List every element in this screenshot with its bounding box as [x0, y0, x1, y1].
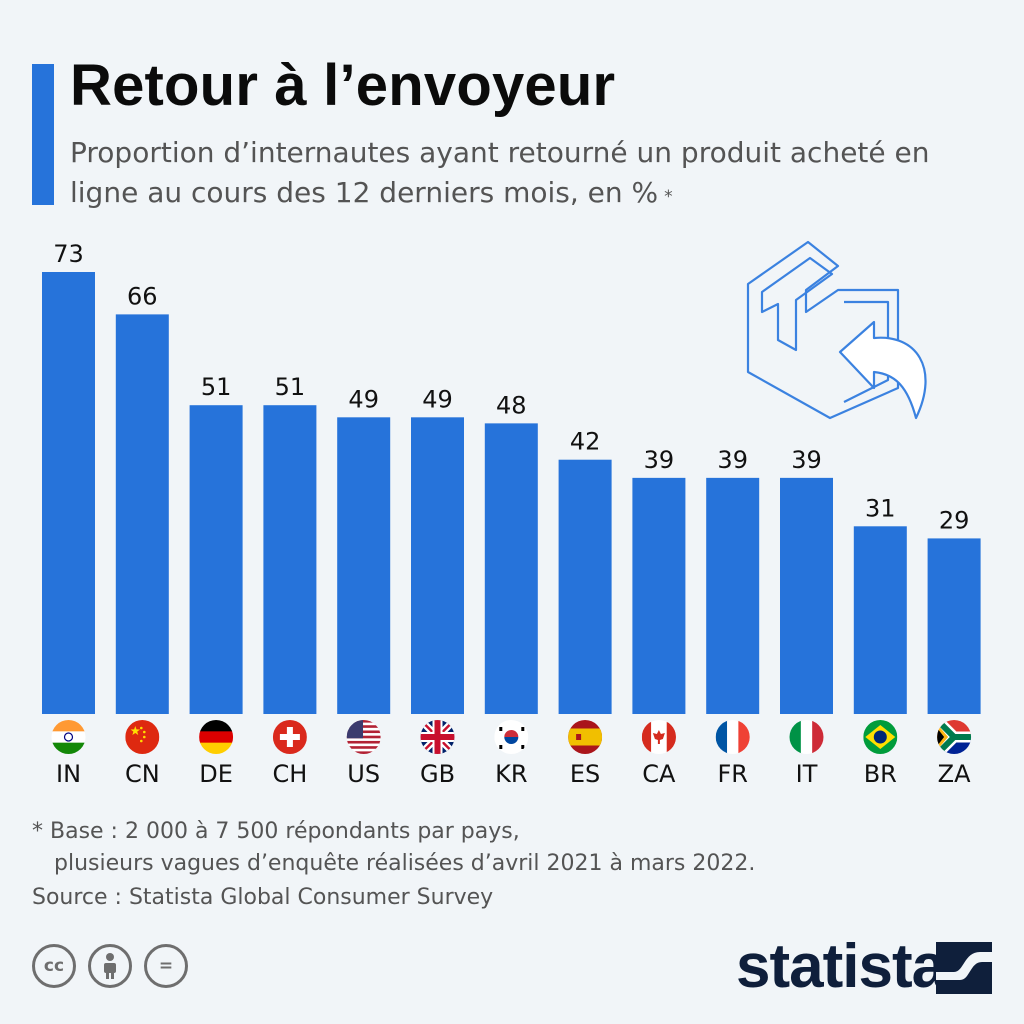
value-label-za: 29 [939, 506, 970, 534]
value-label-in: 73 [53, 240, 84, 268]
value-label-ch: 51 [275, 373, 306, 401]
category-label-cn: CN [125, 760, 160, 788]
bar-kr [484, 423, 538, 714]
category-label-it: IT [796, 760, 818, 788]
source-link[interactable]: Source : Statista Global Consumer Survey [32, 885, 494, 910]
return-package-icon [746, 240, 927, 420]
bar-us [337, 417, 391, 714]
page-subtitle: Proportion d’internautes ayant retourné … [70, 133, 950, 213]
bar-chart: 73 66 51 51 49 49 48 42 39 39 39 31 29 IN CN DE CH US GB K… [42, 240, 981, 788]
category-label-za: ZA [938, 760, 971, 788]
value-label-us: 49 [348, 385, 379, 413]
category-label-gb: GB [420, 760, 455, 788]
germany-flag-icon [199, 720, 234, 754]
bar-cn [115, 314, 169, 714]
china-flag-icon [125, 720, 160, 754]
value-label-fr: 39 [717, 446, 748, 474]
bar-in [42, 272, 95, 714]
category-label-ca: CA [642, 760, 676, 788]
category-label-ch: CH [272, 760, 307, 788]
bar-gb [411, 417, 464, 714]
spain-flag-icon [568, 720, 603, 754]
by-icon[interactable] [88, 944, 132, 988]
title-accent-bar [32, 64, 54, 205]
bar-de [189, 405, 243, 714]
statista-wordmark[interactable]: statista [736, 932, 946, 1001]
italy-flag-icon [789, 720, 824, 754]
uk-flag-icon [420, 720, 455, 754]
canada-flag-icon [641, 720, 676, 754]
subtitle-text: Proportion d’internautes ayant retourné … [70, 136, 930, 209]
value-label-ca: 39 [644, 446, 675, 474]
france-flag-icon [715, 720, 750, 754]
value-label-es: 42 [570, 428, 601, 456]
south-korea-flag-icon [494, 720, 529, 754]
bar-ch [263, 405, 317, 714]
value-label-kr: 48 [496, 391, 527, 419]
license-icons: cc = [32, 944, 188, 988]
footnote-line-1: * Base : 2 000 à 7 500 répondants par pa… [32, 819, 520, 844]
subtitle-asterisk: * [664, 187, 673, 207]
bar-ca [632, 477, 686, 714]
bar-za [927, 538, 981, 714]
bar-es [558, 459, 612, 714]
footnote-line-2: plusieurs vagues d’enquête réalisées d’a… [54, 851, 756, 876]
statista-logo-icon [936, 942, 992, 994]
flags-group [51, 720, 972, 754]
value-label-gb: 49 [422, 385, 453, 413]
value-label-it: 39 [791, 446, 822, 474]
usa-flag-icon [346, 720, 381, 754]
bar-br [853, 526, 907, 714]
bars-group [42, 272, 981, 714]
south-africa-flag-icon [937, 720, 972, 754]
value-label-cn: 66 [127, 282, 158, 310]
nd-icon[interactable]: = [144, 944, 188, 988]
category-labels-group: IN CN DE CH US GB KR ES CA FR IT BR ZA [56, 760, 971, 788]
value-label-de: 51 [201, 373, 232, 401]
bar-fr [706, 477, 760, 714]
value-label-br: 31 [865, 494, 896, 522]
category-label-es: ES [570, 760, 600, 788]
value-labels-group: 73 66 51 51 49 49 48 42 39 39 39 31 29 [53, 240, 969, 534]
brazil-flag-icon [863, 720, 898, 754]
category-label-kr: KR [495, 760, 527, 788]
cc-icon[interactable]: cc [32, 944, 76, 988]
bar-it [780, 477, 833, 714]
footnote: * Base : 2 000 à 7 500 répondants par pa… [32, 816, 932, 880]
switzerland-flag-icon [272, 720, 307, 754]
page-title: Retour à l’envoyeur [70, 53, 616, 118]
category-label-br: BR [864, 760, 897, 788]
category-label-fr: FR [717, 760, 747, 788]
india-flag-icon [51, 720, 86, 754]
category-label-in: IN [56, 760, 81, 788]
category-label-us: US [347, 760, 380, 788]
category-label-de: DE [199, 760, 233, 788]
